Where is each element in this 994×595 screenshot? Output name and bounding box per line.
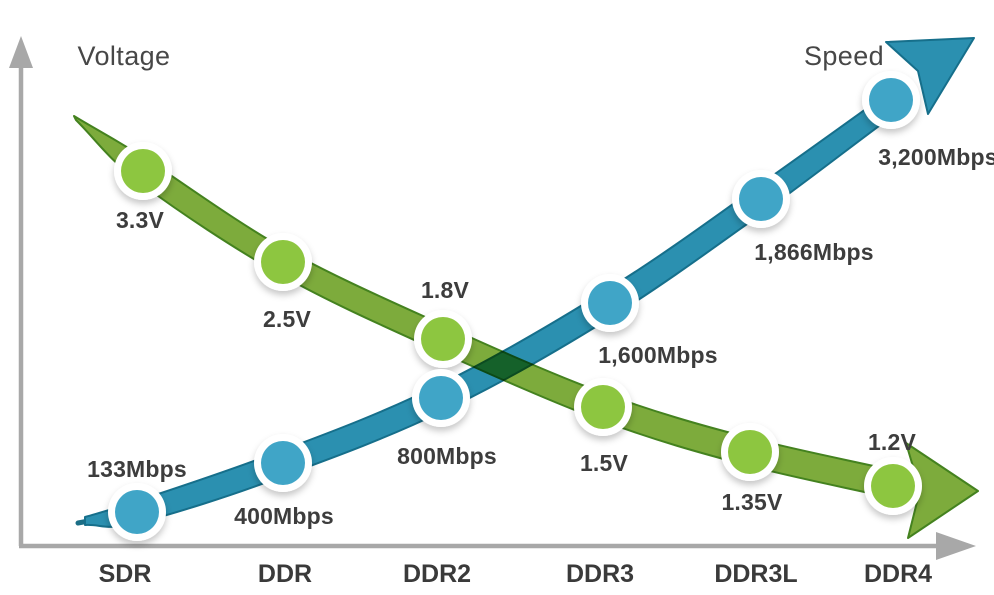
speed-arrowhead-icon — [885, 37, 975, 115]
voltage-label-ddr2: 1.8V — [420, 277, 470, 303]
voltage-point-ddr4 — [864, 457, 922, 515]
speed-label-ddr: 400Mbps — [234, 503, 334, 529]
x-label-ddr3: DDR3 — [565, 560, 635, 588]
voltage-point-ddr2 — [414, 310, 472, 368]
voltage-point-ddr3l — [721, 423, 779, 481]
speed-series-title: Speed — [803, 41, 885, 71]
speed-label-ddr3: 1,600Mbps — [598, 342, 718, 368]
x-label-sdr: SDR — [98, 560, 152, 588]
speed-point-ddr2 — [412, 369, 470, 427]
x-label-ddr: DDR — [257, 560, 313, 588]
speed-point-ddr4 — [862, 71, 920, 129]
speed-point-sdr — [108, 483, 166, 541]
speed-curve — [75, 37, 975, 528]
voltage-label-ddr4: 1.2V — [867, 429, 917, 455]
voltage-label-sdr: 3.3V — [115, 207, 165, 233]
x-label-ddr4: DDR4 — [863, 560, 933, 588]
voltage-point-sdr — [114, 142, 172, 200]
x-label-ddr3l: DDR3L — [714, 560, 798, 588]
x-axis — [19, 532, 976, 560]
voltage-curve — [73, 115, 979, 539]
voltage-point-ddr3 — [574, 378, 632, 436]
x-label-ddr2: DDR2 — [402, 560, 472, 588]
speed-label-sdr: 133Mbps — [87, 456, 187, 482]
speed-point-ddr — [254, 434, 312, 492]
x-axis-arrow-icon — [936, 532, 976, 560]
voltage-label-ddr: 2.5V — [262, 306, 312, 332]
speed-label-ddr2: 800Mbps — [397, 443, 497, 469]
voltage-series-title: Voltage — [77, 41, 171, 71]
voltage-point-ddr — [254, 233, 312, 291]
speed-point-ddr3l — [732, 170, 790, 228]
speed-label-ddr4: 3,200Mbps — [878, 144, 994, 170]
y-axis — [9, 36, 33, 546]
voltage-label-ddr3: 1.5V — [579, 450, 629, 476]
speed-label-ddr3l: 1,866Mbps — [754, 239, 874, 265]
speed-point-ddr3 — [581, 274, 639, 332]
y-axis-arrow-icon — [9, 36, 33, 68]
voltage-label-ddr3l: 1.35V — [721, 489, 783, 515]
